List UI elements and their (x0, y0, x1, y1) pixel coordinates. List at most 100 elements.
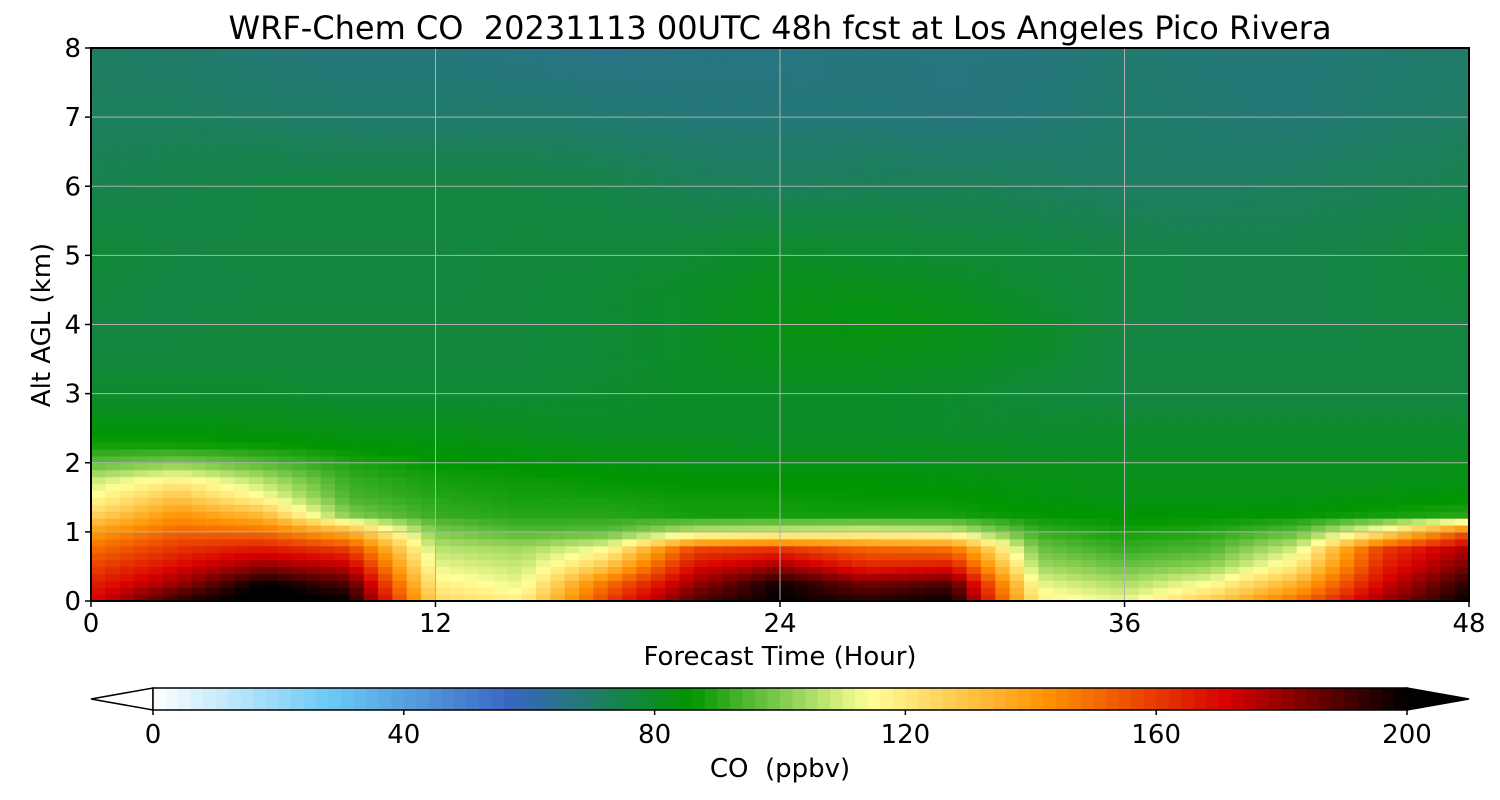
heatmap-cell (995, 497, 1011, 505)
heatmap-cell (650, 317, 666, 326)
heatmap-cell (119, 345, 135, 353)
heatmap-cell (1224, 566, 1240, 574)
heatmap-cell (894, 580, 910, 588)
heatmap-cell (162, 352, 178, 360)
heatmap-cell (636, 573, 652, 581)
heatmap-cell (693, 262, 709, 270)
heatmap-cell (1440, 435, 1456, 443)
heatmap-cell (995, 428, 1011, 436)
heatmap-cell (593, 518, 609, 526)
heatmap-cell (923, 428, 939, 436)
heatmap-cell (1253, 359, 1269, 367)
heatmap-cell (650, 352, 666, 360)
heatmap-cell (1382, 428, 1398, 436)
heatmap-cell (550, 248, 566, 256)
heatmap-cell (306, 414, 322, 422)
heatmap-cell (909, 421, 925, 429)
heatmap-cell (909, 289, 925, 298)
heatmap-cell (205, 448, 221, 457)
heatmap-cell (1368, 545, 1384, 554)
heatmap-cell (162, 538, 178, 547)
heatmap-cell (794, 448, 810, 457)
heatmap-cell (406, 331, 422, 339)
heatmap-cell (1024, 559, 1039, 568)
heatmap-cell (1009, 587, 1025, 595)
heatmap-cell (995, 469, 1011, 478)
heatmap-cell (1296, 338, 1312, 346)
heatmap-cell (105, 255, 121, 263)
heatmap-cell (363, 289, 379, 298)
heatmap-cell (1339, 324, 1355, 333)
heatmap-cell (736, 511, 752, 519)
heatmap-cell (248, 289, 264, 298)
heatmap-cell (521, 455, 537, 464)
heatmap-cell (751, 352, 767, 360)
heatmap-cell (1253, 386, 1269, 395)
heatmap-cell (1138, 289, 1154, 298)
heatmap-cell (1282, 310, 1298, 319)
heatmap-cell (1052, 559, 1068, 568)
heatmap-cell (1181, 269, 1197, 277)
heatmap-cell (205, 372, 221, 381)
heatmap-cell (636, 331, 652, 339)
heatmap-cell (1067, 324, 1083, 333)
heatmap-cell (823, 580, 839, 588)
heatmap-cell (952, 359, 968, 367)
heatmap-cell (1052, 566, 1068, 574)
heatmap-cell (564, 435, 580, 443)
heatmap-cell (1425, 469, 1441, 478)
heatmap-cell (478, 483, 494, 491)
heatmap-cell (579, 352, 594, 360)
heatmap-cell (794, 587, 810, 595)
heatmap-cell (105, 573, 121, 581)
heatmap-cell (535, 552, 551, 561)
heatmap-cell (1167, 338, 1183, 346)
heatmap-cell (478, 269, 494, 277)
heatmap-cell (1095, 531, 1111, 540)
heatmap-cell (234, 573, 250, 581)
heatmap-cell (1282, 324, 1298, 333)
heatmap-cell (492, 338, 508, 346)
heatmap-cell (550, 518, 566, 526)
heatmap-cell (808, 352, 824, 360)
heatmap-cell (363, 435, 379, 443)
heatmap-cell (1311, 448, 1327, 457)
heatmap-cell (406, 524, 422, 533)
heatmap-cell (751, 241, 767, 250)
heatmap-cell (665, 511, 681, 519)
heatmap-cell (751, 573, 767, 581)
heatmap-cell (177, 448, 193, 457)
heatmap-cell (693, 531, 709, 540)
heatmap-cell (1253, 248, 1269, 256)
heatmap-cell (392, 269, 408, 277)
heatmap-cell (449, 393, 465, 402)
heatmap-cell (1296, 269, 1312, 277)
heatmap-cell (1167, 310, 1183, 319)
heatmap-cell (421, 352, 437, 360)
heatmap-cell (1425, 421, 1441, 429)
heatmap-cell (1354, 359, 1370, 367)
heatmap-cell (866, 345, 882, 353)
heatmap-cell (937, 448, 953, 457)
heatmap-cell (1397, 476, 1413, 485)
heatmap-cell (134, 365, 150, 374)
heatmap-cell (162, 393, 178, 402)
heatmap-cell (335, 255, 350, 263)
heatmap-cell (880, 324, 896, 333)
heatmap-cell (320, 504, 336, 512)
heatmap-cell (1454, 289, 1469, 298)
heatmap-cell (335, 276, 350, 284)
heatmap-cell (1253, 545, 1269, 554)
heatmap-cell (248, 552, 264, 561)
heatmap-cell (966, 352, 982, 360)
heatmap-cell (693, 414, 709, 422)
heatmap-cell (378, 262, 394, 270)
heatmap-cell (564, 587, 580, 595)
heatmap-cell (378, 379, 394, 388)
heatmap-cell (1339, 276, 1355, 284)
heatmap-cell (1009, 518, 1025, 526)
heatmap-cell (1024, 428, 1039, 436)
heatmap-cell (291, 483, 307, 491)
heatmap-cell (1124, 331, 1140, 339)
heatmap-cell (363, 262, 379, 270)
